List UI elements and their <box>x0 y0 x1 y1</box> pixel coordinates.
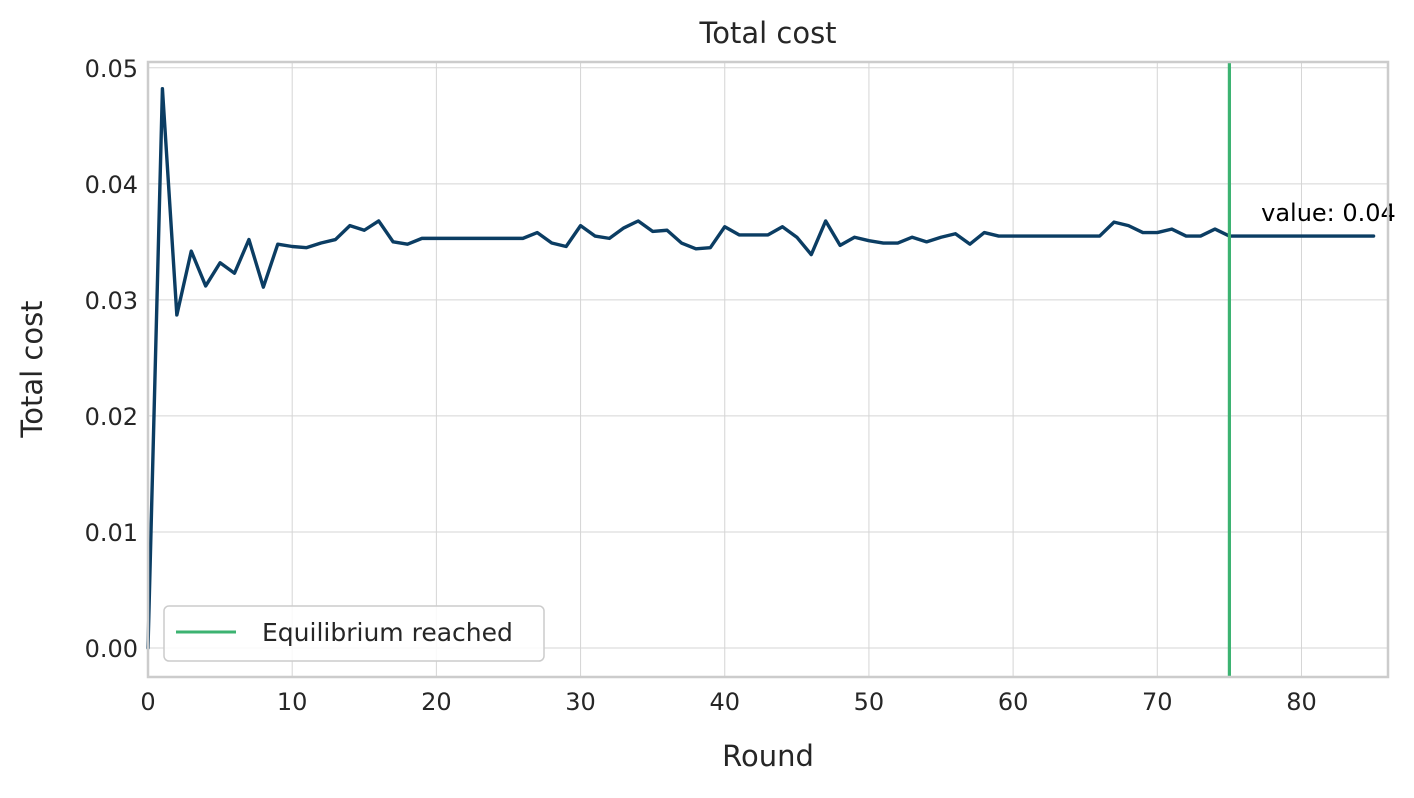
legend-label-equilibrium: Equilibrium reached <box>262 618 513 647</box>
series-line-total-cost <box>148 89 1374 648</box>
y-tick-label: 0.04 <box>85 171 138 199</box>
y-tick-label: 0.01 <box>85 519 138 547</box>
x-tick-label: 80 <box>1286 688 1317 716</box>
grid-layer <box>148 62 1388 677</box>
x-tick-label: 0 <box>140 688 155 716</box>
x-tick-label: 20 <box>421 688 452 716</box>
x-tick-label: 60 <box>998 688 1029 716</box>
x-tick-label: 30 <box>565 688 596 716</box>
x-tick-label: 40 <box>709 688 740 716</box>
y-tick-label: 0.02 <box>85 403 138 431</box>
x-tick-label: 70 <box>1142 688 1173 716</box>
y-axis-label: Total cost <box>15 300 49 438</box>
chart-title: Total cost <box>698 16 836 50</box>
series-layer <box>148 62 1374 677</box>
annotation-layer: value: 0.04 <box>1261 199 1396 227</box>
legend: Equilibrium reached <box>164 606 544 661</box>
annotation-label: value: 0.04 <box>1261 199 1396 227</box>
y-tick-label: 0.03 <box>85 287 138 315</box>
plot-frame <box>148 62 1388 677</box>
y-tick-label: 0.00 <box>85 635 138 663</box>
x-tick-label: 10 <box>277 688 308 716</box>
y-tick-label: 0.05 <box>85 55 138 83</box>
x-axis-label: Round <box>722 739 814 773</box>
x-tick-label: 50 <box>854 688 885 716</box>
